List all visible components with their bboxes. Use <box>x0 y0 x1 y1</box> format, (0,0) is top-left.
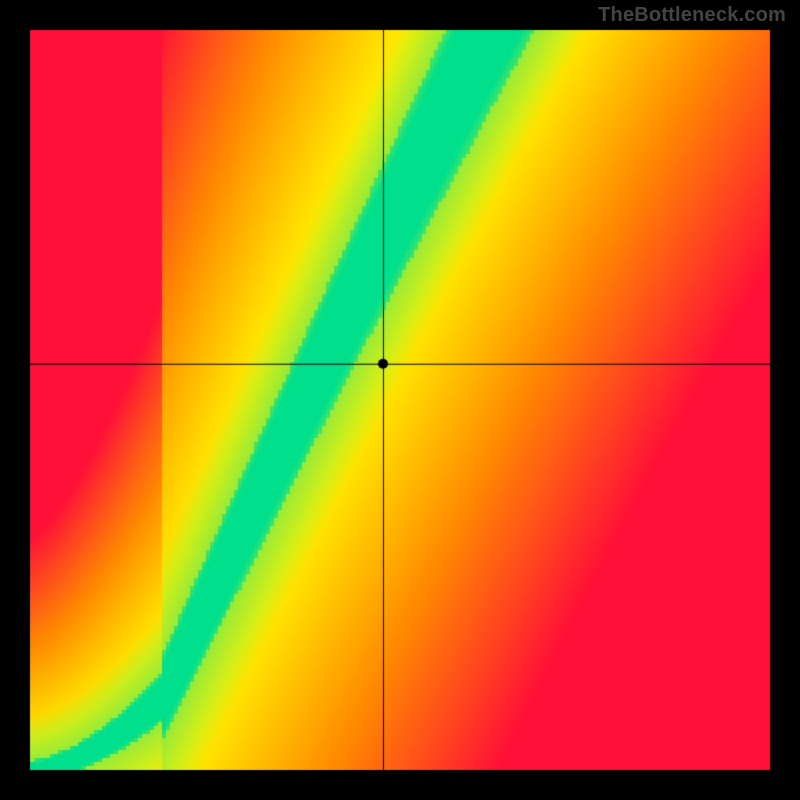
watermark-text: TheBottleneck.com <box>598 4 786 27</box>
bottleneck-heatmap <box>0 0 800 800</box>
chart-container: TheBottleneck.com <box>0 0 800 800</box>
